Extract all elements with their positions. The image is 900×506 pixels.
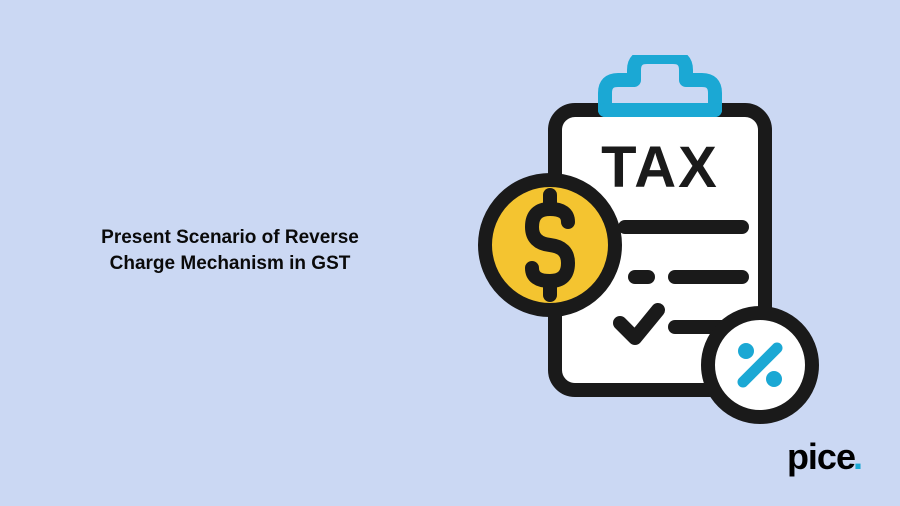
logo-text: pice (787, 436, 855, 478)
logo-dot: . (853, 436, 862, 478)
tax-clipboard-icon: TAX (450, 55, 820, 425)
heading-line-2: Charge Mechanism in GST (110, 253, 351, 274)
heading-line-1: Present Scenario of Reverse (101, 227, 359, 248)
tax-illustration: TAX (450, 55, 820, 425)
svg-text:TAX: TAX (601, 135, 719, 200)
main-heading: Present Scenario of Reverse Charge Mecha… (85, 225, 375, 276)
pice-logo: pice. (787, 436, 862, 478)
